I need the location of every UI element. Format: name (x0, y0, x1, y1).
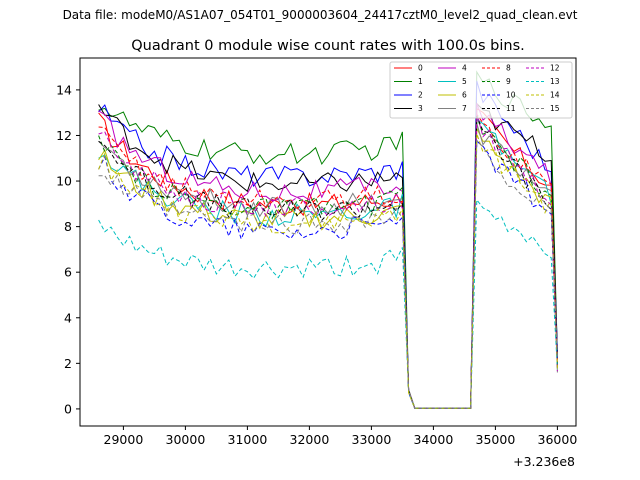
data-file-label: Data file: modeM0/AS1A07_054T01_90000036… (63, 8, 578, 22)
ticks-group: 29000 30000 31000 32000 33000 34000 35000 36000… (56, 82, 577, 447)
y-tick-label: 4 (64, 310, 72, 325)
series-line-8 (98, 112, 558, 409)
series-group (98, 70, 558, 409)
axes-frame (79, 57, 577, 427)
x-axis-offset-label: +3.236e8 (513, 454, 575, 469)
legend-label-1: 1 (418, 77, 423, 86)
series-line-14 (98, 133, 558, 409)
x-tick-label: 33000 (352, 432, 392, 447)
legend-label-11: 11 (506, 104, 516, 113)
y-tick-label: 0 (64, 401, 72, 416)
y-tick-label: 2 (64, 356, 72, 371)
legend-box (389, 61, 573, 119)
plot-area: 29000 30000 31000 32000 33000 34000 35000 36000… (56, 57, 577, 447)
legend-label-0: 0 (418, 64, 423, 73)
legend-label-8: 8 (506, 64, 511, 73)
legend-label-9: 9 (506, 77, 511, 86)
legend-label-10: 10 (506, 91, 516, 100)
legend-label-2: 2 (418, 91, 423, 100)
x-tick-label: 34000 (414, 432, 454, 447)
x-tick-label: 36000 (538, 432, 578, 447)
legend-label-12: 12 (550, 64, 560, 73)
legend-label-14: 14 (550, 91, 560, 100)
y-tick-label: 8 (64, 219, 72, 234)
legend-label-4: 4 (462, 64, 467, 73)
legend-label-3: 3 (418, 104, 423, 113)
series-line-12 (98, 113, 558, 409)
y-tick-label: 14 (56, 82, 72, 97)
chart-title: Quadrant 0 module wise count rates with … (131, 38, 525, 54)
legend-label-6: 6 (462, 91, 467, 100)
legend-label-13: 13 (550, 77, 560, 86)
y-tick-label: 10 (56, 174, 72, 189)
x-tick-label: 35000 (476, 432, 516, 447)
x-tick-label: 30000 (166, 432, 206, 447)
x-tick-label: 32000 (290, 432, 330, 447)
x-tick-label: 29000 (104, 432, 144, 447)
series-line-15 (98, 139, 558, 409)
legend-label-7: 7 (462, 104, 467, 113)
series-line-10 (98, 140, 558, 409)
legend-label-15: 15 (550, 104, 560, 113)
axes-background (80, 58, 576, 426)
series-line-9 (98, 116, 558, 409)
y-tick-label: 6 (64, 265, 72, 280)
y-tick-label: 12 (56, 128, 72, 143)
x-tick-label: 31000 (228, 432, 268, 447)
legend-label-5: 5 (462, 77, 467, 86)
